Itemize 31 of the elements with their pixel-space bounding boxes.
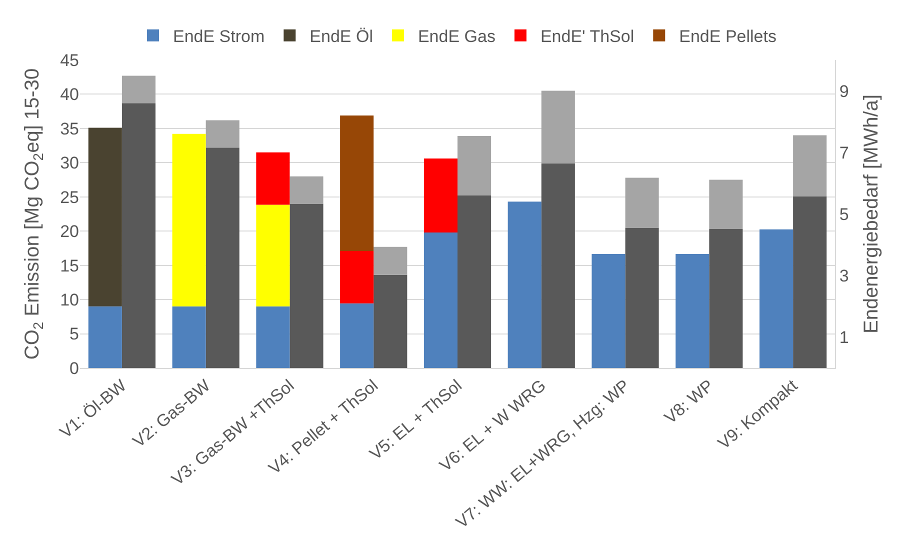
bar [541,90,575,164]
y2-tick-label: 9 [839,82,849,101]
y-tick-label: 5 [70,324,79,344]
bar [172,306,206,368]
bar [793,135,827,196]
y-tick-label: 25 [60,188,79,207]
y-tick-label: 20 [60,222,79,242]
y-tick-label: 15 [60,256,79,276]
bar [88,306,122,368]
bar [709,180,743,230]
y-tick-label: 35 [60,119,79,138]
y2-tick-label: 3 [839,266,849,286]
y2-tick-label: 5 [839,204,849,224]
y2-axis-title: Endenergiebedarf [MWh/a] [860,94,882,334]
x-tick-label: V8: WP [660,376,718,428]
y-tick-label: 0 [70,358,79,378]
y-tick-label: 10 [60,290,79,310]
legend-label: EndE Öl [310,27,373,46]
legend-label: EndE Gas [418,27,496,46]
legend-label: EndE' ThSol [540,27,634,46]
y-tick-label: 40 [60,85,79,104]
y-tick-label: 45 [60,50,79,70]
legend-label: EndE Pellets [679,27,776,46]
bar [625,178,659,228]
y2-tick-label: 7 [839,143,849,162]
bar [206,120,240,148]
bar [122,76,156,104]
bar [340,115,374,251]
y-tick-label: 30 [60,154,79,173]
y2-tick-label: 1 [839,328,849,348]
legend-label: EndE Strom [173,27,265,46]
